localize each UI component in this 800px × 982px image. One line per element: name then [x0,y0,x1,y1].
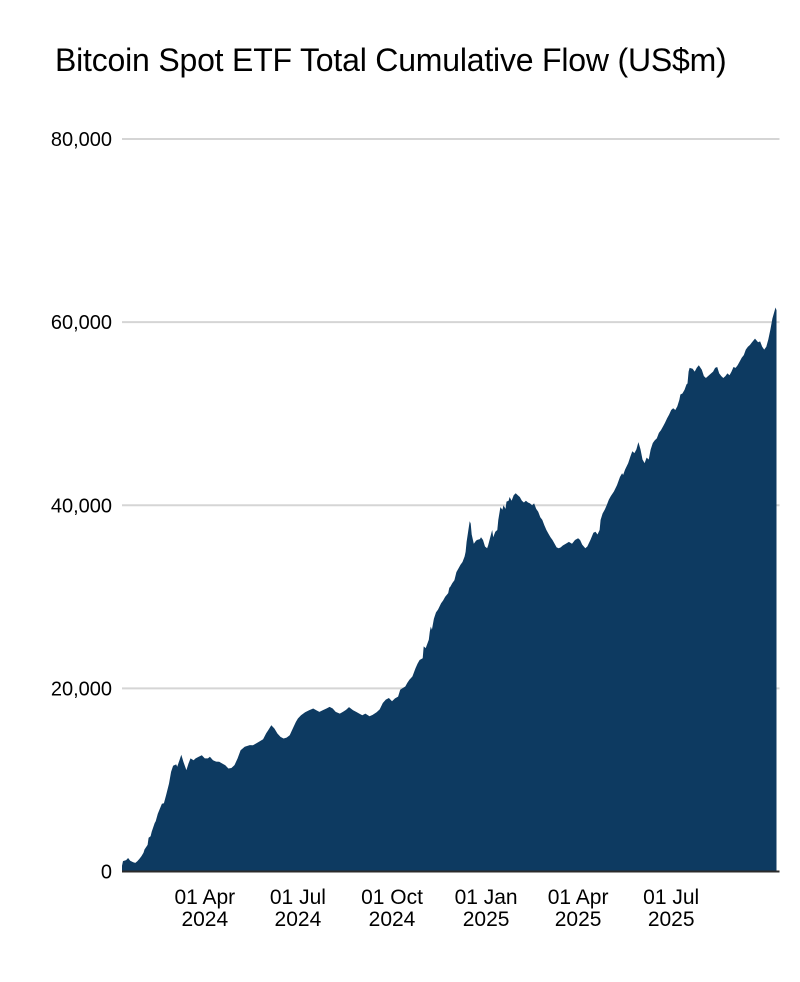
x-axis-tick-label-2024-04-01: 01 Apr [174,886,235,909]
cumulative-flow-area-series [122,307,777,872]
y-axis-tick-label-40000: 40,000 [51,495,112,517]
y-axis-tick-label-80000: 80,000 [51,129,112,151]
x-axis-tick-year-2024-10-01: 2024 [369,908,416,931]
x-axis-tick-label-2025-04-01: 01 Apr [548,886,609,909]
x-axis-tick-label-2024-10-01: 01 Oct [361,886,423,909]
page-title: Bitcoin Spot ETF Total Cumulative Flow (… [55,42,727,78]
x-axis-tick-year-2025-04-01: 2025 [555,908,602,931]
y-axis-tick-label-0: 0 [101,862,112,884]
x-axis-tick-label-2024-07-01: 01 Jul [270,886,326,909]
x-axis-tick-year-2025-01-01: 2025 [463,908,510,931]
x-axis-tick-label-2025-07-01: 01 Jul [643,886,699,909]
x-axis-tick-year-2024-07-01: 2024 [275,908,322,931]
x-axis-tick-year-2024-04-01: 2024 [181,908,228,931]
x-axis-tick-year-2025-07-01: 2025 [648,908,695,931]
y-axis-tick-label-60000: 60,000 [51,312,112,334]
x-axis-tick-label-2025-01-01: 01 Jan [455,886,518,909]
y-axis-tick-label-20000: 20,000 [51,678,112,700]
